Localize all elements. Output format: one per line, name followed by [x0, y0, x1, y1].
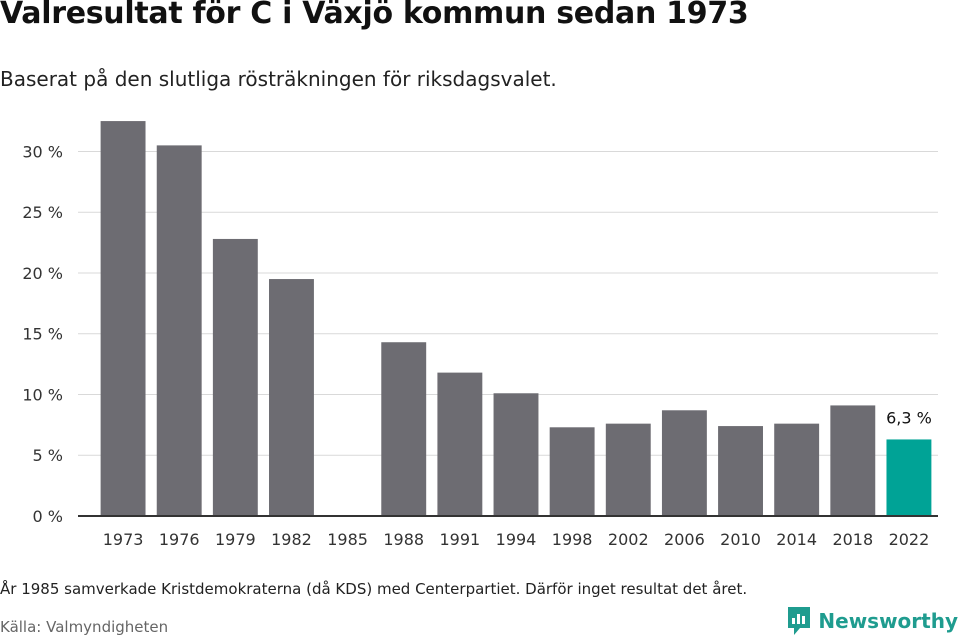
x-tick-label: 1988: [383, 530, 424, 549]
bar-2014: [774, 423, 820, 516]
bar-1982: [269, 279, 314, 516]
x-tick-label: 1976: [159, 530, 200, 549]
x-tick-label: 2006: [664, 530, 705, 549]
bar-1988: [381, 342, 427, 516]
x-tick-label: 2014: [776, 530, 817, 549]
chart-subtitle: Baserat på den slutliga rösträkningen fö…: [0, 67, 557, 91]
x-tick-label: 1982: [271, 530, 312, 549]
bar-1976: [156, 145, 202, 516]
x-tick-label: 1998: [552, 530, 593, 549]
y-tick-label: 15 %: [22, 325, 63, 344]
bars: [100, 121, 932, 517]
data-label: 6,3 %: [886, 408, 932, 427]
data-labels: 6,3 %: [886, 408, 932, 427]
bar-1979: [212, 238, 258, 517]
brand: Newsworthy: [786, 606, 958, 636]
bar-1991: [437, 372, 483, 516]
y-tick-label: 25 %: [22, 203, 63, 222]
x-tick-label: 2018: [832, 530, 873, 549]
bar-1973: [100, 121, 146, 517]
y-tick-label: 30 %: [22, 142, 63, 161]
x-tick-label: 1979: [215, 530, 256, 549]
newsworthy-logo-icon: [788, 607, 811, 635]
y-tick-label: 5 %: [33, 446, 63, 465]
bar-2010: [718, 426, 763, 516]
x-axis-ticks: 1973 1976 1979 1982 1985 1988 1991 1994 1998 2002…: [103, 530, 930, 549]
x-tick-label: 1994: [496, 530, 537, 549]
y-tick-label: 0 %: [33, 507, 63, 526]
footnote: År 1985 samverkade Kristdemokraterna (då…: [0, 580, 748, 598]
bar-chart: 0 %5 %10 %15 %20 %25 %30 % 1973 1976 1979 1…: [22, 121, 938, 549]
bar-1994: [493, 393, 539, 516]
y-axis-ticks: 0 % 5 % 10 % 15 % 20 % 25 % 30 %: [22, 142, 63, 526]
x-tick-label: 1991: [440, 530, 481, 549]
x-tick-label: 1973: [103, 530, 144, 549]
bar-1998: [549, 427, 595, 516]
bar-2022: [886, 439, 932, 516]
x-tick-label: 2022: [889, 530, 930, 549]
x-tick-label: 1985: [327, 530, 368, 549]
x-tick-label: 2010: [720, 530, 761, 549]
chart-title: Valresultat för C i Växjö kommun sedan 1…: [0, 0, 749, 31]
bar-2002: [605, 423, 651, 516]
y-tick-label: 20 %: [22, 264, 63, 283]
brand-name: Newsworthy: [818, 609, 958, 633]
y-tick-label: 10 %: [22, 385, 63, 404]
source-note: Källa: Valmyndigheten: [0, 618, 169, 636]
bar-2018: [830, 405, 876, 516]
x-tick-label: 2002: [608, 530, 649, 549]
bar-2006: [661, 410, 707, 516]
